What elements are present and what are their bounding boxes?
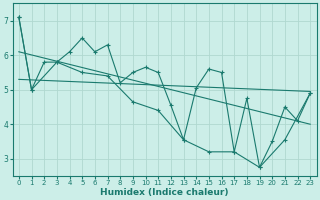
X-axis label: Humidex (Indice chaleur): Humidex (Indice chaleur)	[100, 188, 229, 197]
